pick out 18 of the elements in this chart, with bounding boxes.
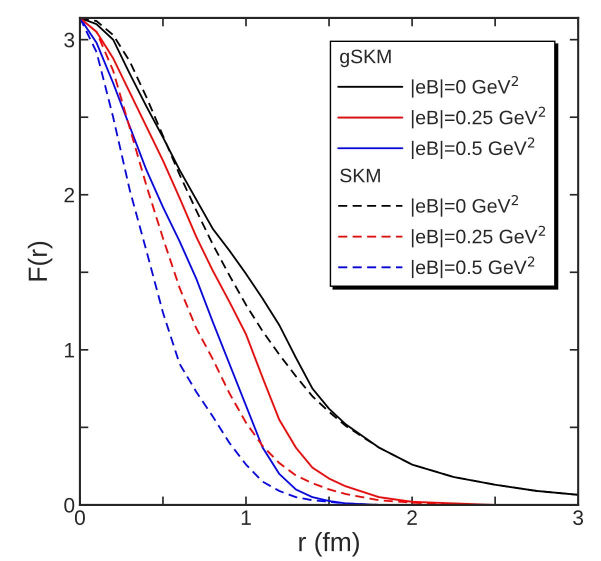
- legend-label: |eB|=0.25 GeV$^{2}$: [412, 226, 546, 248]
- legend-label: |eB|=0 GeV$^{2}$: [412, 76, 518, 98]
- legend-label: |eB|=0.5 GeV$^{2}$: [412, 256, 534, 278]
- x-axis-title: r (fm): [299, 532, 359, 557]
- x-tick-label: 1: [242, 510, 251, 525]
- text: gSKM: [340, 50, 391, 68]
- y-tick-label: 2: [64, 188, 74, 202]
- x-tick-label: 0: [74, 510, 85, 526]
- y-tick-label: 0: [64, 498, 74, 513]
- legend-label: |eB|=0.5 GeV$^{2}$: [412, 137, 534, 160]
- y-tick-label: 3: [64, 32, 74, 48]
- legend-label: |eB|=0.25 GeV$^{2}$: [412, 106, 546, 128]
- x-tick-label: 2: [407, 510, 417, 525]
- y-axis-title: F(r): [28, 242, 52, 280]
- text: SKM: [340, 168, 380, 182]
- x-tick-label: 3: [573, 510, 584, 526]
- y-tick-label: 1: [65, 343, 74, 358]
- legend-label: |eB|=0 GeV$^{2}$: [412, 194, 518, 217]
